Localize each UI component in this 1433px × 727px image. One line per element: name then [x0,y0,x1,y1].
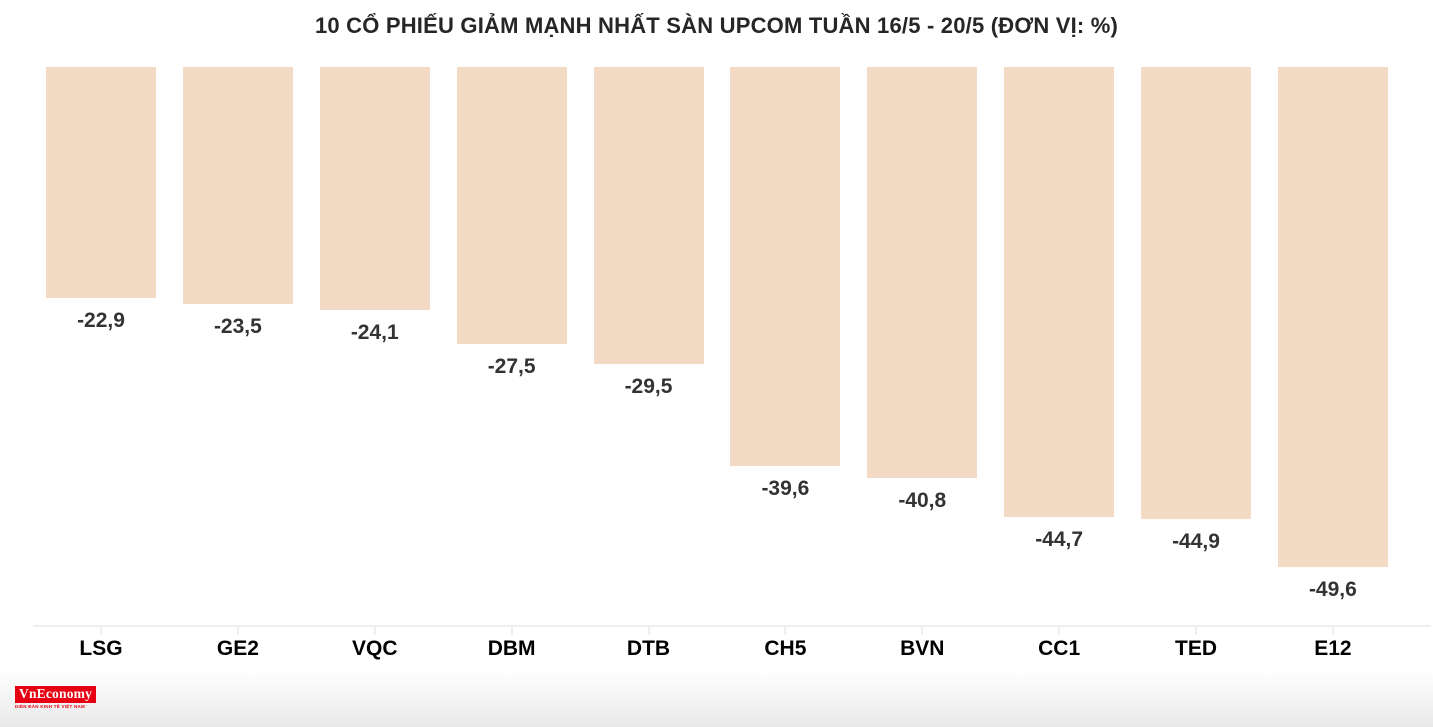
chart-title: 10 CỔ PHIẾU GIẢM MẠNH NHẤT SÀN UPCOM TUẦ… [314,13,1119,38]
bar[interactable] [867,67,978,478]
axis-tick-icon [647,627,650,635]
bar-value-label: -49,6 [1308,578,1357,601]
axis-tick-icon [510,627,513,635]
x-axis-category: BVN [867,627,977,661]
plot-area: -22,9 -23,5 -24,1 -27,5 -29,5 -39,6 -40,… [46,67,1388,627]
bar-value-label: -44,7 [1035,528,1084,551]
x-axis-category: GE2 [183,627,293,661]
bottom-gradient [0,669,1433,727]
x-axis-labels-row: LSG GE2 VQC DBM DTB CH5 BVN CC1 TED E12 [46,627,1388,661]
x-axis-category: DTB [594,627,704,661]
axis-tick-icon [373,627,376,635]
bar-column: -29,5 [593,67,704,399]
category-label: CC1 [1038,637,1081,660]
x-axis-category: DBM [457,627,567,661]
category-label: E12 [1314,637,1352,660]
axis-tick-icon [784,627,787,635]
bar-column: -49,6 [1277,67,1388,602]
bar-column: -39,6 [730,67,841,501]
x-axis-category: LSG [46,627,156,661]
vneconomy-logo-text: VnEconomy [15,686,97,703]
bar-value-label: -27,5 [487,355,536,378]
category-label: BVN [900,637,945,660]
bar-value-label: -24,1 [350,321,399,344]
category-label: VQC [351,637,398,660]
bar-column: -23,5 [182,67,293,339]
bar[interactable] [319,67,430,310]
x-axis-category: CH5 [730,627,840,661]
x-axis-category: VQC [320,627,430,661]
axis-tick-icon [1195,627,1197,635]
vneconomy-tagline: DIỄN ĐÀN KINH TẾ VIỆT NAM VÀ THẾ GIỚI [15,704,87,709]
axis-tick-icon [236,627,239,635]
axis-tick-icon [1058,627,1061,635]
axis-tick-icon [1331,627,1334,635]
x-axis-line [33,625,1431,627]
bar-column: -27,5 [456,67,567,379]
bar[interactable] [182,67,293,304]
bar[interactable] [1277,67,1388,567]
bar-value-label: -39,6 [761,477,810,500]
vneconomy-logo: VnEconomy DIỄN ĐÀN KINH TẾ VIỆT NAM VÀ T… [15,686,97,709]
category-label: CH5 [764,637,807,660]
x-axis-category: E12 [1278,627,1388,661]
bar-value-label: -22,9 [77,309,125,332]
bar-value-label: -40,8 [898,489,947,512]
bar[interactable] [46,67,156,298]
bar-column: -40,8 [867,67,978,513]
bar[interactable] [593,67,704,364]
category-label: LSG [79,637,123,660]
category-label: DBM [487,637,536,660]
category-label: TED [1175,637,1217,660]
x-axis-category: CC1 [1004,627,1114,661]
bar-value-label: -29,5 [624,375,673,398]
bar[interactable] [456,67,567,344]
bar-value-label: -23,5 [213,315,262,338]
bar-value-label: -44,9 [1172,530,1220,553]
bar[interactable] [1141,67,1251,519]
bar-column: -44,7 [1004,67,1115,552]
category-label: DTB [626,637,671,660]
bar-column: -44,9 [1141,67,1251,554]
axis-tick-icon [921,627,924,635]
bar[interactable] [1004,67,1115,517]
bar-column: -24,1 [319,67,430,345]
axis-tick-icon [100,627,102,635]
category-label: GE2 [216,637,259,660]
bar-column: -22,9 [46,67,156,333]
x-axis-category: TED [1141,627,1251,661]
bar[interactable] [730,67,841,466]
